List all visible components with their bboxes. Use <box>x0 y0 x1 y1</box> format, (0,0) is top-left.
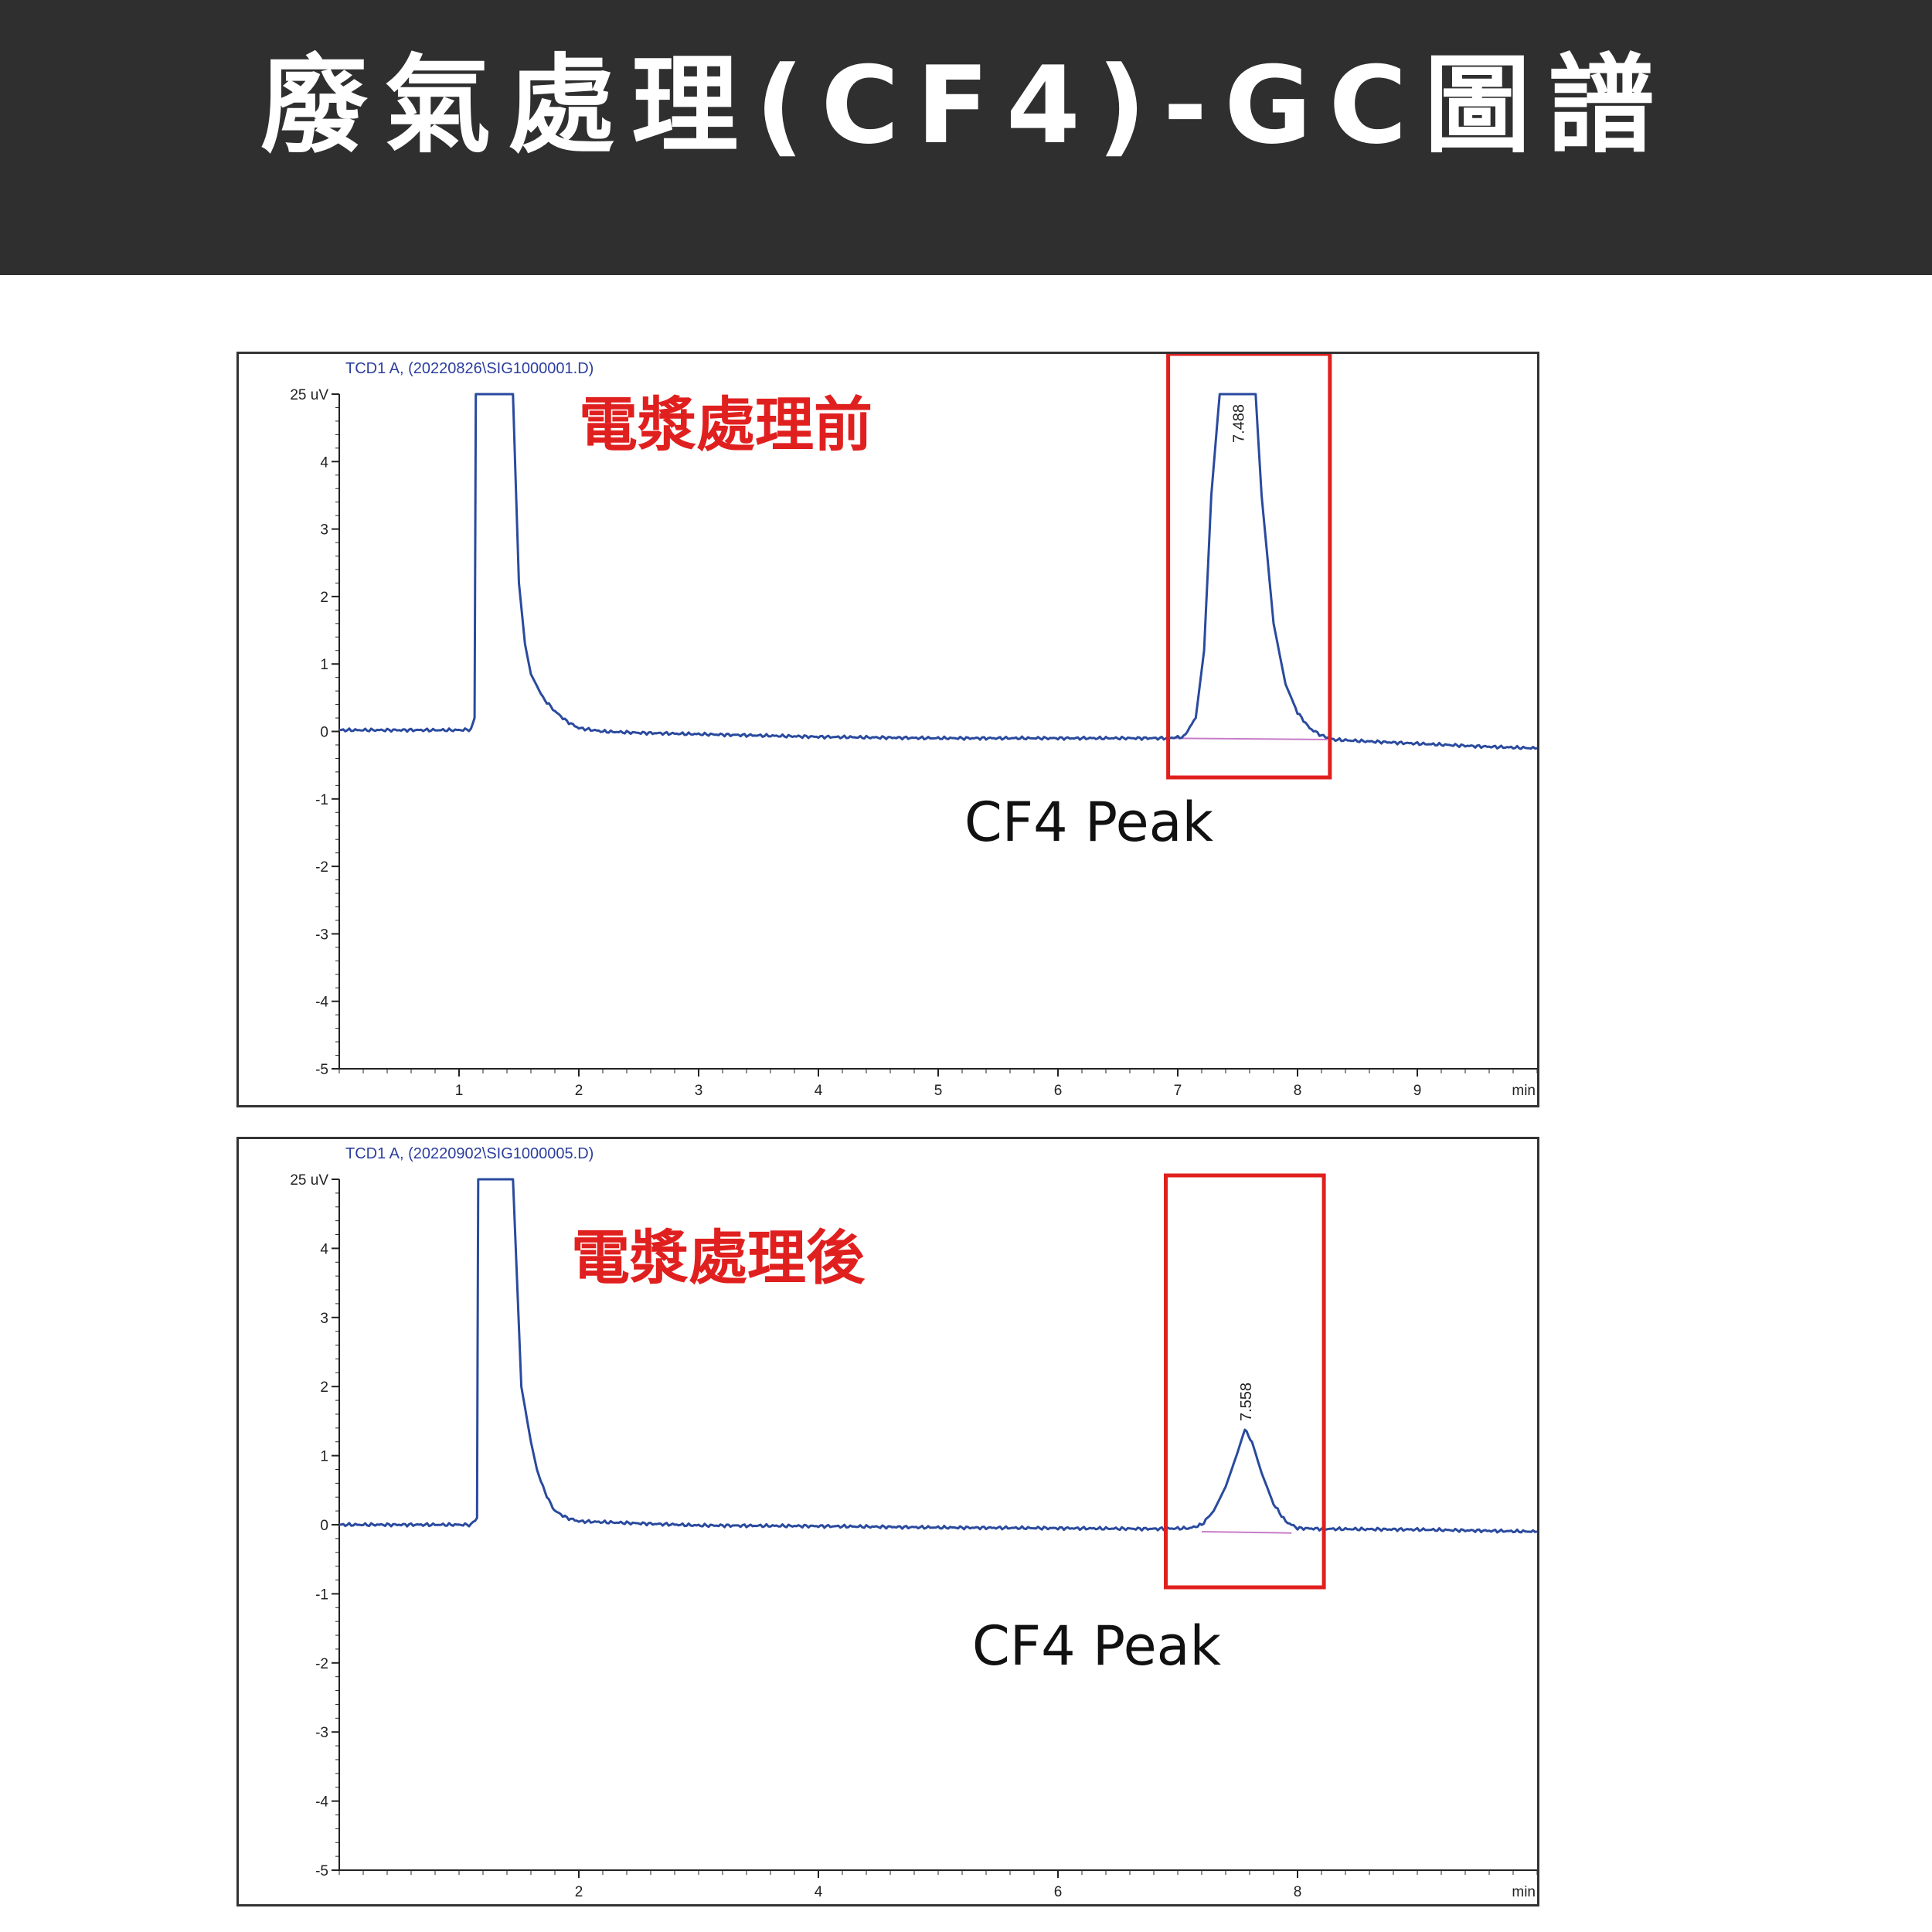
page-title: 廢氣處理(CF4)-GC圖譜 <box>260 43 1672 168</box>
peak-baseline <box>1201 1530 1292 1534</box>
cf4-peak-highlight-box <box>1164 1173 1326 1590</box>
y-tick-label: 0 <box>320 725 328 741</box>
peak-baseline <box>1168 737 1328 740</box>
x-tick-label: 3 <box>695 1083 703 1099</box>
x-tick-label: 4 <box>815 1083 823 1099</box>
y-tick-label: -4 <box>315 1794 328 1811</box>
chromatogram-trace <box>338 1178 1537 1534</box>
chart-before-treatment: TCD1 A, (20220826\SIG1000001.D) 25 uV 4 3 2 1… <box>236 352 1539 1107</box>
y-tick-label: 4 <box>320 454 328 471</box>
x-tick-label: 8 <box>1294 1884 1302 1900</box>
y-tick-label: 1 <box>320 657 328 673</box>
chart-after-treatment: TCD1 A, (20220902\SIG1000005.D) 25 uV 4 3 2 1… <box>236 1137 1539 1906</box>
y-tick-label: 2 <box>320 590 328 606</box>
x-tick-label: 9 <box>1413 1083 1422 1099</box>
y-tick-label: 4 <box>320 1241 328 1257</box>
y-tick-label: 1 <box>320 1449 328 1465</box>
y-tick-label: 3 <box>320 1311 328 1327</box>
x-unit-label: min <box>1512 1884 1536 1900</box>
x-tick-label: 2 <box>575 1083 583 1099</box>
y-tick-label: -3 <box>315 1725 328 1741</box>
x-tick-label: 6 <box>1054 1884 1063 1900</box>
y-tick-label: 2 <box>320 1379 328 1396</box>
x-tick-label: 7 <box>1174 1083 1182 1099</box>
y-tick-label: -5 <box>315 1863 328 1879</box>
x-tick-label: 5 <box>934 1083 943 1099</box>
x-unit-label: min <box>1512 1083 1536 1099</box>
signal-label: TCD1 A, (20220826\SIG1000001.D) <box>345 360 594 377</box>
y-tick-label: -5 <box>315 1062 328 1078</box>
y-tick-label: 0 <box>320 1518 328 1534</box>
x-tick-label: 4 <box>815 1884 823 1900</box>
stage-label: 電漿處理前 <box>579 390 872 459</box>
x-tick-label: 1 <box>455 1083 464 1099</box>
y-tick-label: -2 <box>315 859 328 876</box>
stage-label: 電漿處理後 <box>571 1223 866 1292</box>
y-tick-label: -4 <box>315 995 328 1011</box>
cf4-peak-annotation: CF4 Peak <box>964 791 1214 854</box>
y-tick-label: -2 <box>315 1656 328 1672</box>
y-tick-label: 3 <box>320 522 328 539</box>
chromatogram-trace <box>338 393 1537 750</box>
x-tick-label: 8 <box>1294 1083 1302 1099</box>
signal-label: TCD1 A, (20220902\SIG1000005.D) <box>345 1145 594 1162</box>
cf4-peak-annotation: CF4 Peak <box>972 1614 1222 1678</box>
x-tick-label: 6 <box>1054 1083 1063 1099</box>
y-tick-label: -1 <box>315 792 328 808</box>
chart-after-svg: TCD1 A, (20220902\SIG1000005.D) 25 uV 4 3 2 1… <box>290 1145 1537 1900</box>
cf4-peak-highlight-box <box>1166 354 1332 780</box>
y-tick-label: 25 uV <box>290 1172 328 1189</box>
x-tick-label: 2 <box>575 1884 583 1900</box>
y-tick-label: -3 <box>315 927 328 943</box>
chart-before-svg: TCD1 A, (20220826\SIG1000001.D) 25 uV 4 3 2 1… <box>290 354 1537 1099</box>
peak-retention-time-label: 7.488 <box>1231 404 1248 443</box>
y-tick-label: 25 uV <box>290 387 328 403</box>
peak-retention-time-label: 7.558 <box>1238 1383 1255 1421</box>
page-header: 廢氣處理(CF4)-GC圖譜 <box>0 0 1932 275</box>
y-tick-label: -1 <box>315 1587 328 1603</box>
